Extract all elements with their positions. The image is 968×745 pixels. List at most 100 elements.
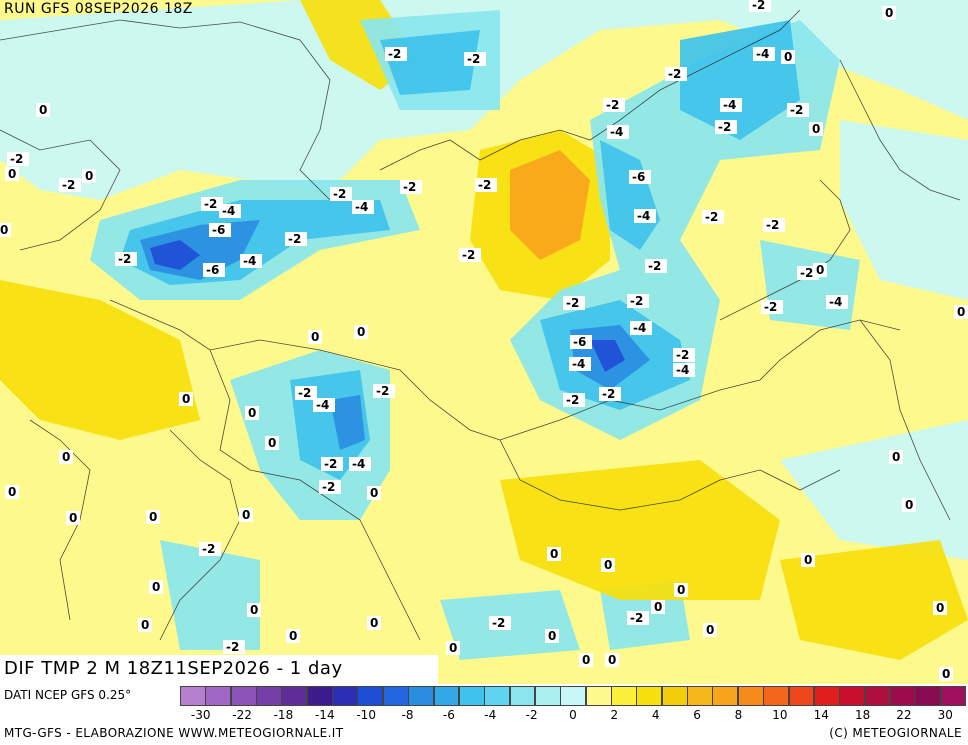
contour-label: 0	[957, 305, 965, 319]
contour-label-bg	[149, 580, 163, 594]
anomaly-region	[840, 120, 968, 300]
color-swatch	[357, 686, 384, 706]
contour-label: 0	[268, 436, 276, 450]
contour-label-bg	[319, 480, 341, 494]
contour-label: -2	[467, 52, 480, 66]
contour-label: 0	[677, 583, 685, 597]
contour-label-bg	[761, 300, 783, 314]
contour-label: 0	[149, 510, 157, 524]
contour-label: 0	[311, 330, 319, 344]
contour-label: 0	[804, 553, 812, 567]
contour-label: -2	[298, 386, 311, 400]
color-scale-tick: 4	[651, 708, 660, 722]
contour-label-bg	[547, 547, 561, 561]
coastline	[379, 9, 801, 171]
contour-label-bg	[627, 294, 649, 308]
contour-label-bg	[902, 498, 916, 512]
color-scale-tick: -22	[232, 708, 252, 722]
border-line	[499, 319, 901, 441]
contour-label-bg	[813, 263, 827, 277]
contour-label-bg	[199, 542, 221, 556]
anomaly-region	[0, 280, 200, 440]
contour-label: 0	[582, 653, 590, 667]
contour-label-bg	[801, 553, 815, 567]
contour-label-bg	[605, 653, 619, 667]
contour-label: -6	[632, 170, 645, 184]
contour-label: 0	[62, 450, 70, 464]
contour-label: -2	[602, 387, 615, 401]
contour-label-bg	[809, 122, 823, 136]
color-swatch	[940, 686, 967, 706]
contour-label-bg	[59, 178, 81, 192]
color-swatch	[433, 686, 460, 706]
contour-label-bg	[313, 398, 335, 412]
color-swatch	[585, 686, 612, 706]
contour-label-bg	[223, 640, 245, 654]
contour-label-bg	[286, 629, 300, 643]
anomaly-region	[780, 420, 968, 560]
contour-label-bg	[464, 52, 486, 66]
contour-label-bg	[607, 125, 629, 139]
color-swatch	[687, 686, 713, 706]
contour-label-bg	[115, 252, 137, 266]
contour-label: 0	[449, 641, 457, 655]
contour-label-bg	[285, 232, 307, 246]
contour-label-bg	[954, 305, 968, 319]
contour-label-bg	[545, 629, 559, 643]
color-scale-tick: 6	[693, 708, 701, 722]
color-swatch	[737, 686, 764, 706]
contour-label: -4	[829, 295, 842, 309]
color-swatch	[763, 686, 789, 706]
contour-label: -2	[322, 480, 335, 494]
contour-label-bg	[138, 618, 152, 632]
contour-label-bg	[179, 392, 193, 406]
contour-label-bg	[265, 436, 279, 450]
contour-label-bg	[245, 406, 259, 420]
color-swatch	[408, 686, 435, 706]
contour-label-bg	[651, 600, 665, 614]
contour-label-bg	[603, 98, 625, 112]
contour-label: -2	[705, 210, 718, 224]
color-swatch	[534, 686, 561, 706]
contour-label-bg	[203, 263, 225, 277]
contour-label: -2	[62, 178, 75, 192]
color-swatch	[915, 686, 942, 706]
color-scale-tick: 30	[937, 708, 953, 722]
border-line	[29, 419, 91, 621]
contour-label: -2	[376, 384, 389, 398]
contour-label: -2	[566, 393, 579, 407]
color-swatch	[382, 686, 409, 706]
contour-label: -2	[202, 542, 215, 556]
color-scale-tick: 8	[734, 708, 743, 722]
contour-label: 0	[654, 600, 662, 614]
contour-label-bg	[702, 210, 724, 224]
contour-label-bg	[295, 386, 317, 400]
color-swatch	[864, 686, 891, 706]
color-swatch	[788, 686, 815, 706]
credit-left: MTG-GFS - ELABORAZIONE WWW.METEOGIORNALE…	[4, 726, 344, 740]
contour-label: -4	[633, 321, 646, 335]
contour-label: 0	[242, 508, 250, 522]
contour-label-bg	[66, 511, 80, 525]
anomaly-region	[500, 460, 780, 600]
color-scale-tick: -10	[356, 708, 376, 722]
contour-label-bg	[308, 330, 322, 344]
contour-label-bg	[367, 486, 381, 500]
contour-label-bg	[321, 457, 343, 471]
contour-label-bg	[385, 47, 407, 61]
contour-label: 0	[39, 103, 47, 117]
contour-label: 0	[892, 450, 900, 464]
border-line	[109, 299, 501, 441]
contour-label-bg	[753, 47, 775, 61]
contour-label-bg	[579, 653, 593, 667]
contour-label: -2	[800, 266, 813, 280]
contour-label-bg	[749, 0, 771, 12]
color-swatch	[509, 686, 536, 706]
main-title-box: DIF TMP 2 M 18Z11SEP2026 - 1 day	[0, 655, 438, 684]
anomaly-region	[160, 540, 260, 650]
contour-label: -4	[637, 209, 650, 223]
contour-label: 0	[0, 223, 8, 237]
color-swatch	[889, 686, 916, 706]
color-swatch	[458, 686, 485, 706]
color-swatch	[839, 686, 866, 706]
